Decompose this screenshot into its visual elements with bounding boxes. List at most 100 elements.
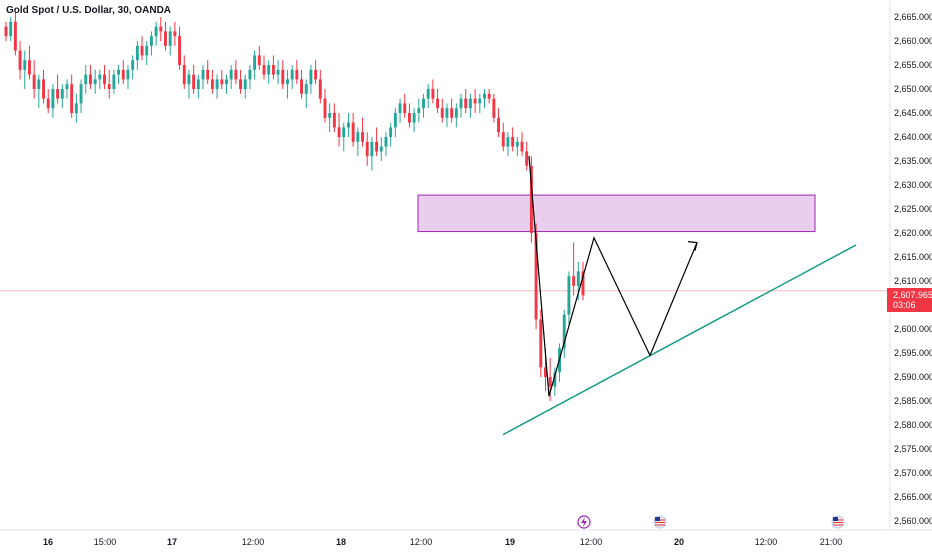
y-tick-label: 2,565.000 [894,492,932,502]
y-tick-label: 2,560.000 [894,516,932,526]
candle-body [497,117,501,133]
candle-body [206,69,210,80]
candle-body [454,108,458,118]
candle-body [384,137,388,147]
candle-body [84,74,88,85]
candle-body [88,74,92,85]
candle-body [107,84,111,89]
candle-body [304,84,308,94]
candle-body [192,74,196,89]
candle-body [346,122,350,128]
candle-body [286,79,289,85]
candle-body [487,93,491,99]
candle-body [60,89,64,99]
candle-body [473,98,477,104]
candle-body [525,151,529,166]
flag-canton [655,517,660,521]
resistance-zone [417,194,816,233]
bar-countdown: 03:06 [893,300,916,310]
candle-body [572,276,576,286]
candle-body [159,26,163,32]
candle-body [178,36,182,65]
y-tick-label: 2,620.000 [894,228,932,238]
candle-body [13,21,17,51]
candle-body [468,98,472,109]
x-tick-label: 15:00 [94,537,117,547]
y-tick-label: 2,595.000 [894,348,932,358]
candle-body [426,89,430,99]
x-tick-label: 12:00 [580,537,603,547]
x-tick-label: 20 [674,537,684,547]
candle-body [318,79,322,99]
projection-path [528,156,698,397]
candle-body [431,89,435,99]
candle-body [262,65,266,75]
x-tick-label: 17 [167,537,177,547]
y-tick-label: 2,610.000 [894,276,932,286]
y-tick-label: 2,635.000 [894,156,932,166]
candle-body [121,69,125,80]
candle-body [201,69,205,80]
x-tick-label: 12:00 [410,537,433,547]
candle-body [520,141,524,152]
candle-body [436,98,440,109]
y-tick-label: 2,590.000 [894,372,932,382]
candle-body [548,377,552,387]
candle-body [9,21,13,37]
candle-body [412,113,416,123]
y-tick-label: 2,625.000 [894,204,932,214]
candle-body [51,89,55,109]
candle-body [511,137,515,147]
y-tick-label: 2,650.000 [894,84,932,94]
candle-body [492,98,496,118]
candle-body [229,69,233,80]
candle-body [56,89,60,99]
candle-body [300,79,303,94]
candle-body [37,79,41,89]
y-tick-label: 2,615.000 [894,252,932,262]
candle-body [407,113,411,123]
candle-body [544,367,547,377]
flag-canton [833,517,838,521]
x-tick-label: 12:00 [755,537,778,547]
candle-body [253,55,257,70]
candle-body [271,65,275,75]
current-price-value: 2,607.965 [893,290,932,300]
candle-body [450,108,454,118]
candle-body [42,79,45,99]
candle-body [567,276,571,315]
projection-arrowhead [687,241,698,251]
candle-body [309,69,313,85]
candle-body [79,84,83,104]
candle-body [483,93,486,99]
y-tick-label: 2,585.000 [894,396,932,406]
candle-body [168,31,172,46]
candle-body [220,79,224,85]
candle-body [173,31,177,37]
candle-body [539,319,543,368]
y-tick-label: 2,640.000 [894,132,932,142]
x-tick-label: 16 [43,537,53,547]
candle-body [257,55,261,65]
candle-body [403,103,407,113]
candle-body [135,45,139,61]
candle-body [459,98,463,109]
lightning-bolt-glyph [581,517,587,527]
candle-body [210,79,214,89]
candle-body [295,69,299,80]
candle-body [328,113,332,118]
candle-body [581,271,585,296]
candle-body [239,79,243,89]
candle-body [515,141,519,147]
candle-body [46,98,50,109]
candle-body [18,50,22,70]
candle-body [576,271,580,286]
candle-body [529,165,533,233]
candle-body [290,69,294,80]
candle-body [440,108,444,118]
y-tick-label: 2,600.000 [894,324,932,334]
y-tick-label: 2,655.000 [894,60,932,70]
y-tick-label: 2,580.000 [894,420,932,430]
